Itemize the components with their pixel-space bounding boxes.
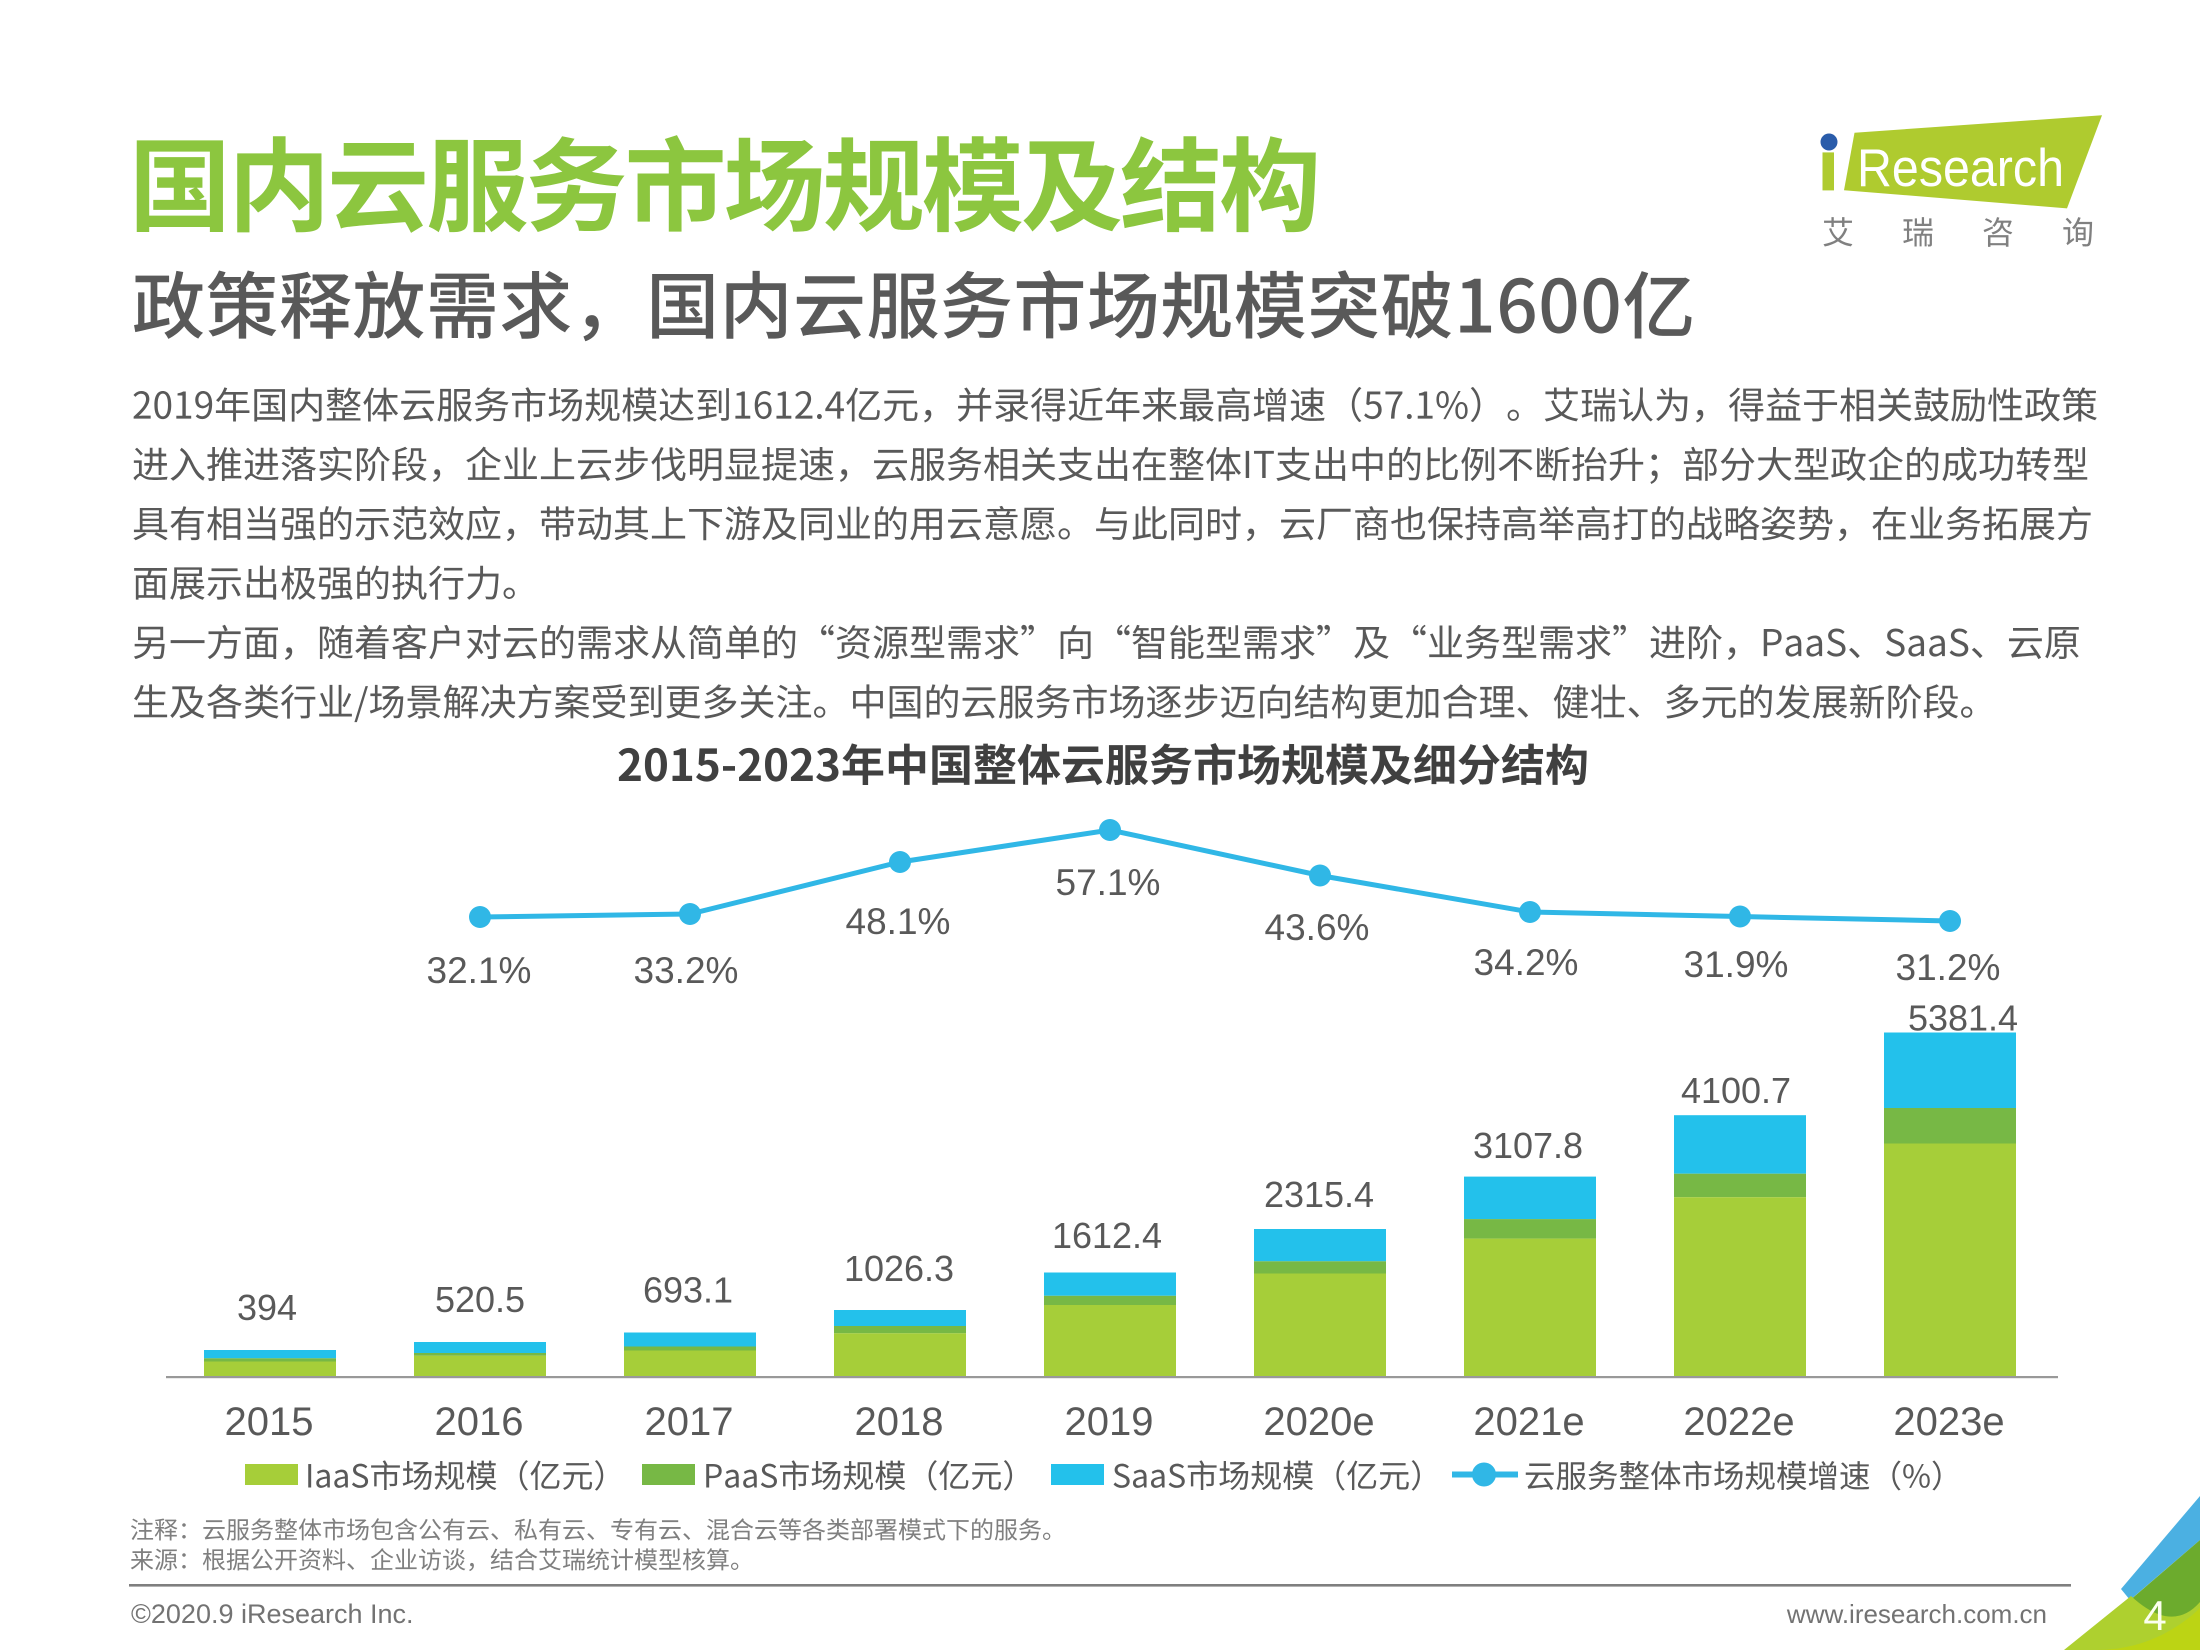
svg-text:3107.8: 3107.8: [1473, 1125, 1583, 1166]
svg-text:2016: 2016: [435, 1400, 524, 1444]
svg-text:33.2%: 33.2%: [634, 950, 739, 991]
svg-text:2315.4: 2315.4: [1264, 1174, 1374, 1215]
svg-text:2018: 2018: [855, 1400, 944, 1444]
svg-text:2021e: 2021e: [1473, 1400, 1584, 1444]
svg-text:520.5: 520.5: [435, 1279, 525, 1320]
svg-text:1612.4: 1612.4: [1052, 1215, 1162, 1256]
svg-text:5381.4: 5381.4: [1908, 998, 2018, 1039]
svg-text:©2020.9 iResearch Inc.: ©2020.9 iResearch Inc.: [131, 1599, 414, 1629]
svg-text:4100.7: 4100.7: [1681, 1070, 1791, 1111]
svg-text:57.1%: 57.1%: [1056, 862, 1161, 903]
svg-text:www.iresearch.com.cn: www.iresearch.com.cn: [1786, 1599, 2047, 1629]
svg-text:2015: 2015: [225, 1400, 314, 1444]
svg-text:2023e: 2023e: [1893, 1400, 2004, 1444]
svg-text:31.9%: 31.9%: [1684, 944, 1789, 985]
svg-text:1026.3: 1026.3: [844, 1248, 954, 1289]
svg-text:31.2%: 31.2%: [1896, 947, 2001, 988]
svg-text:32.1%: 32.1%: [427, 950, 532, 991]
svg-text:2020e: 2020e: [1263, 1400, 1374, 1444]
svg-text:34.2%: 34.2%: [1474, 942, 1579, 983]
svg-text:2017: 2017: [645, 1400, 734, 1444]
svg-text:394: 394: [237, 1287, 297, 1328]
svg-text:Research: Research: [1857, 139, 2064, 198]
svg-text:2019: 2019: [1065, 1400, 1154, 1444]
svg-text:4: 4: [2143, 1592, 2166, 1639]
svg-text:43.6%: 43.6%: [1265, 907, 1370, 948]
svg-text:2022e: 2022e: [1683, 1400, 1794, 1444]
svg-text:693.1: 693.1: [643, 1270, 733, 1311]
svg-text:48.1%: 48.1%: [846, 901, 951, 942]
